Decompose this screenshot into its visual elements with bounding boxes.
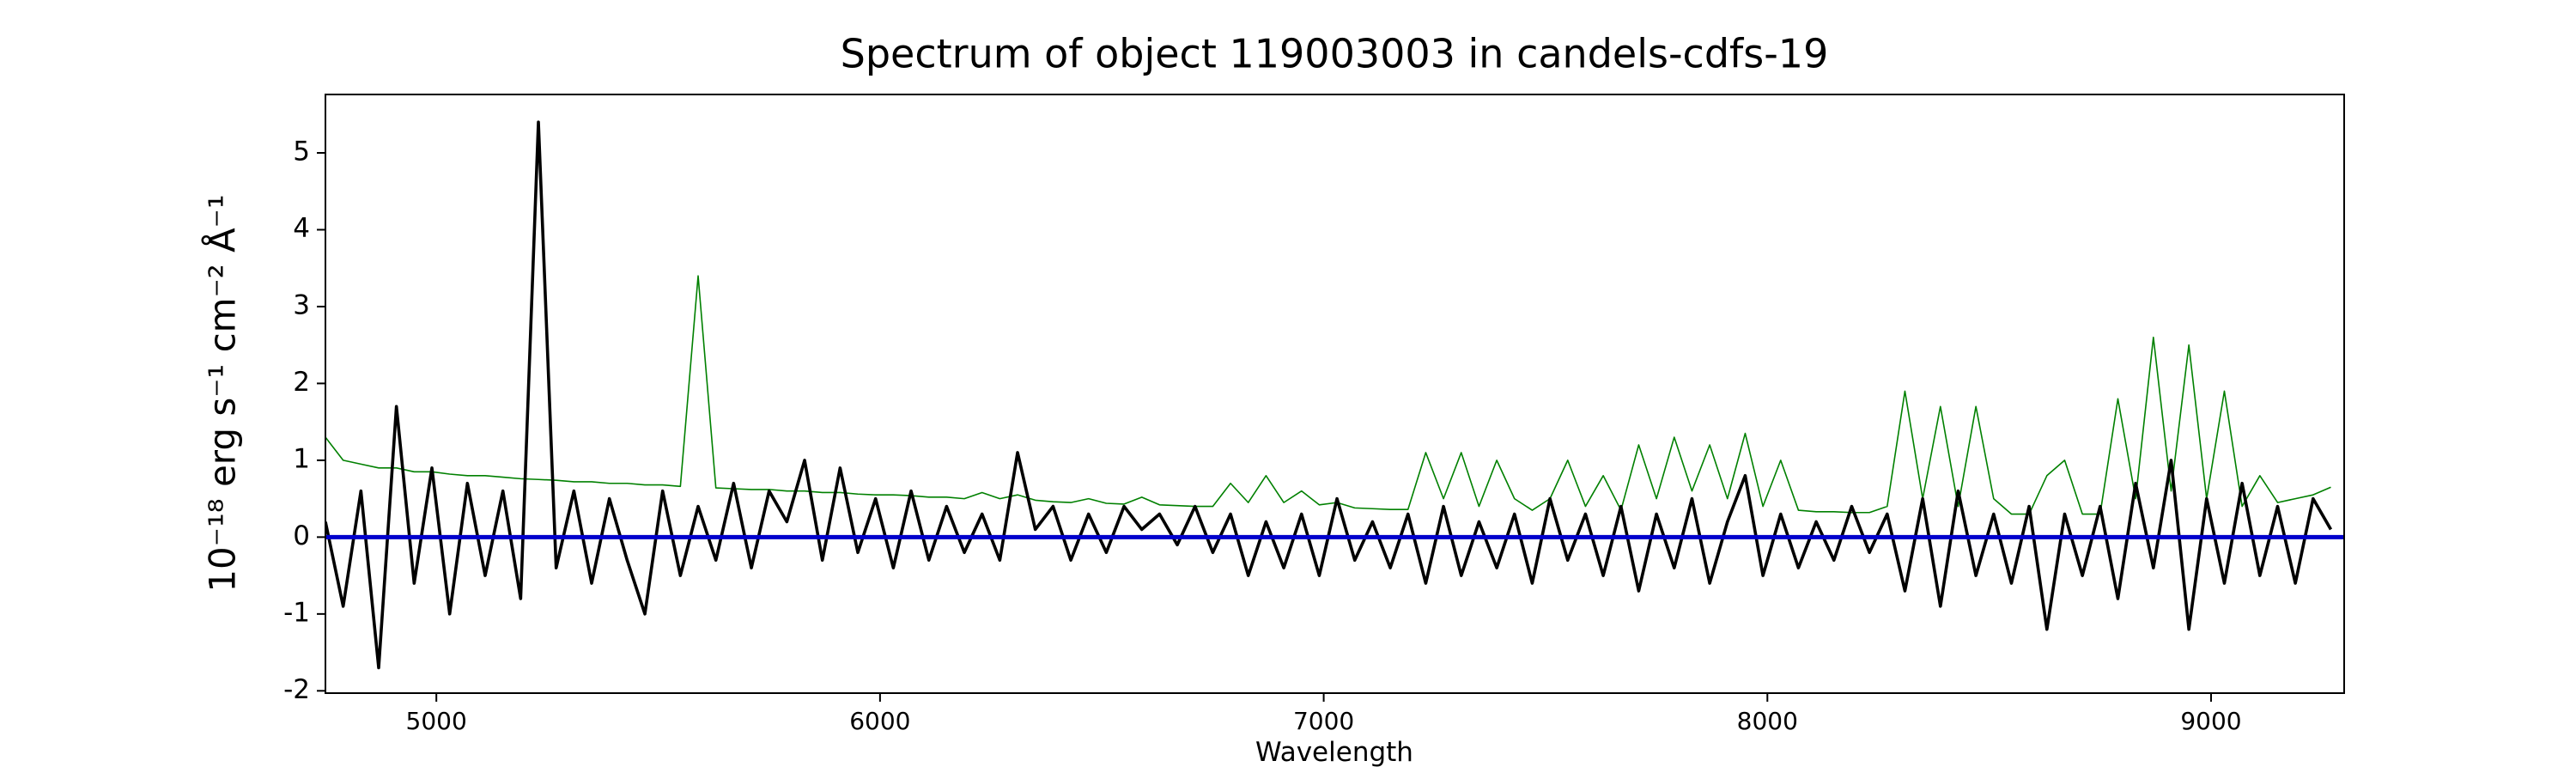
spectrum-line bbox=[325, 275, 2331, 515]
x-tick-label: 9000 bbox=[2180, 707, 2241, 735]
x-axis-label: Wavelength bbox=[1255, 737, 1413, 768]
y-tick-label: -2 bbox=[283, 674, 310, 705]
chart-title: Spectrum of object 119003003 in candels-… bbox=[841, 31, 1829, 77]
y-tick-label: 2 bbox=[293, 367, 310, 398]
plot-area bbox=[325, 120, 2344, 670]
axes-frame bbox=[325, 94, 2345, 694]
y-tick-label: 1 bbox=[293, 443, 310, 474]
y-tick-label: 4 bbox=[293, 213, 310, 244]
y-tick-label: 5 bbox=[293, 137, 310, 167]
x-tick-label: 5000 bbox=[406, 707, 467, 735]
x-tick-label: 6000 bbox=[849, 707, 910, 735]
y-tick-label: 3 bbox=[293, 289, 310, 320]
y-tick-label: 0 bbox=[293, 520, 310, 551]
x-tick-label: 7000 bbox=[1293, 707, 1354, 735]
y-tick-label: -1 bbox=[283, 597, 310, 628]
y-axis-label: 10⁻¹⁸ erg s⁻¹ cm⁻² Å⁻¹ bbox=[201, 194, 244, 592]
x-tick-label: 8000 bbox=[1737, 707, 1798, 735]
spectrum-line bbox=[325, 120, 2333, 670]
